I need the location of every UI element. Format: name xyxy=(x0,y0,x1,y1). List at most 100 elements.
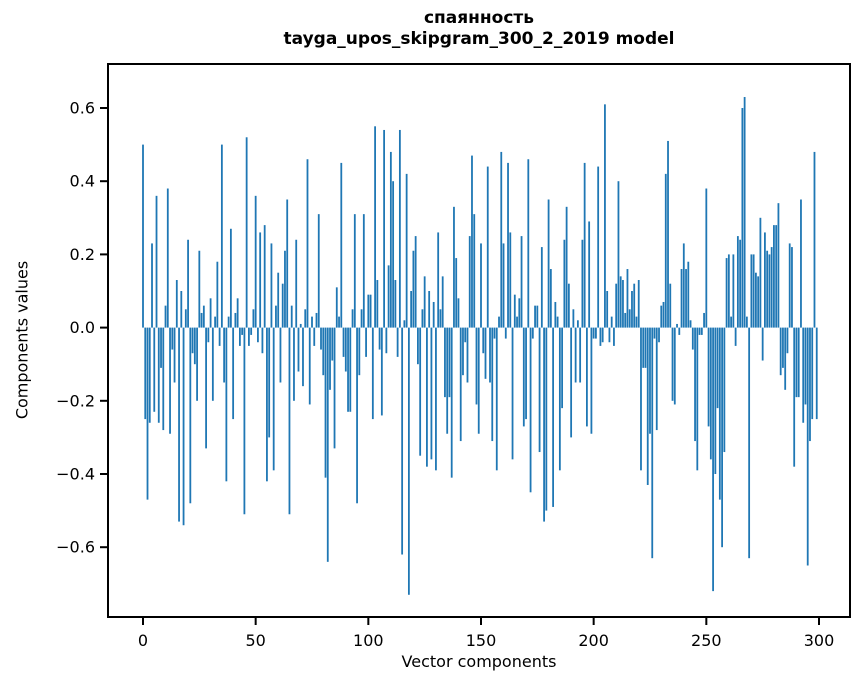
bar xyxy=(574,327,577,383)
bar xyxy=(223,327,226,383)
bar xyxy=(169,327,171,434)
bar xyxy=(383,129,385,328)
bar xyxy=(667,140,669,328)
bar xyxy=(586,327,588,427)
bar xyxy=(635,316,638,328)
bar xyxy=(655,327,658,431)
bar xyxy=(342,327,345,357)
bar xyxy=(592,327,595,339)
bar xyxy=(694,327,696,442)
bar xyxy=(207,327,210,343)
bars-group xyxy=(142,97,818,595)
bar xyxy=(784,327,787,390)
bar xyxy=(245,137,248,328)
bar xyxy=(389,151,392,328)
bar xyxy=(160,327,162,368)
bar xyxy=(410,291,413,328)
bar xyxy=(302,327,304,387)
x-tick-label: 100 xyxy=(353,631,384,650)
bar xyxy=(691,327,694,350)
bar xyxy=(660,305,663,328)
bar xyxy=(755,272,757,328)
bar xyxy=(266,327,268,482)
bar xyxy=(200,312,203,328)
bar xyxy=(682,243,685,328)
bar xyxy=(615,283,618,328)
bar xyxy=(466,327,469,383)
bar xyxy=(489,327,491,383)
x-tick-label: 250 xyxy=(691,631,722,650)
bar xyxy=(401,327,404,555)
bar xyxy=(209,298,212,328)
bar xyxy=(290,305,293,328)
bar xyxy=(613,327,615,346)
bar xyxy=(218,327,221,346)
axes-spines xyxy=(107,63,851,618)
bar xyxy=(565,206,568,328)
y-tick-label: 0.0 xyxy=(70,318,95,337)
bar xyxy=(664,173,667,328)
bar xyxy=(428,291,431,328)
bar xyxy=(504,327,507,339)
bar xyxy=(353,214,356,328)
bar xyxy=(473,214,476,328)
bar xyxy=(502,243,505,328)
bar xyxy=(196,327,198,401)
bar xyxy=(723,327,726,453)
bar xyxy=(520,236,523,328)
bar xyxy=(633,283,636,328)
bar xyxy=(155,195,158,328)
bar xyxy=(241,327,244,335)
bar xyxy=(513,294,516,328)
bar xyxy=(376,280,379,328)
bar xyxy=(392,181,395,328)
bar xyxy=(768,254,771,328)
bar xyxy=(802,327,805,423)
bar xyxy=(315,312,318,328)
bar xyxy=(687,261,690,328)
bar xyxy=(446,327,449,434)
bar xyxy=(545,327,548,511)
bar xyxy=(360,309,363,328)
bar xyxy=(432,301,435,328)
bar xyxy=(608,327,611,343)
bar xyxy=(437,232,440,328)
bar xyxy=(464,327,467,343)
bar xyxy=(403,320,406,328)
bar xyxy=(669,283,672,328)
bar xyxy=(243,327,246,515)
bar xyxy=(272,327,275,471)
bar xyxy=(252,309,255,328)
bar xyxy=(552,327,554,507)
bar xyxy=(604,104,606,328)
bar xyxy=(703,312,705,328)
bar xyxy=(313,327,316,346)
bar xyxy=(689,320,692,328)
bar xyxy=(193,327,196,365)
bar xyxy=(757,276,760,328)
bar xyxy=(421,309,424,328)
bar xyxy=(563,239,566,328)
bar xyxy=(813,151,816,328)
bar xyxy=(766,250,769,328)
bar xyxy=(493,327,496,339)
bar xyxy=(804,327,807,405)
bar xyxy=(795,327,798,398)
bar xyxy=(707,327,710,427)
bar xyxy=(157,327,160,423)
bar xyxy=(770,247,773,328)
bar xyxy=(261,327,264,354)
bar xyxy=(227,316,230,328)
y-tick-label: −0.6 xyxy=(56,538,95,557)
bar xyxy=(189,327,192,504)
bar xyxy=(791,247,793,328)
y-axis-label: Components values xyxy=(12,260,32,420)
bar xyxy=(797,327,800,398)
bar xyxy=(779,327,782,376)
bar xyxy=(748,327,751,559)
bar xyxy=(815,327,818,420)
bar xyxy=(640,327,642,471)
bar xyxy=(414,236,417,328)
bar xyxy=(561,327,564,409)
